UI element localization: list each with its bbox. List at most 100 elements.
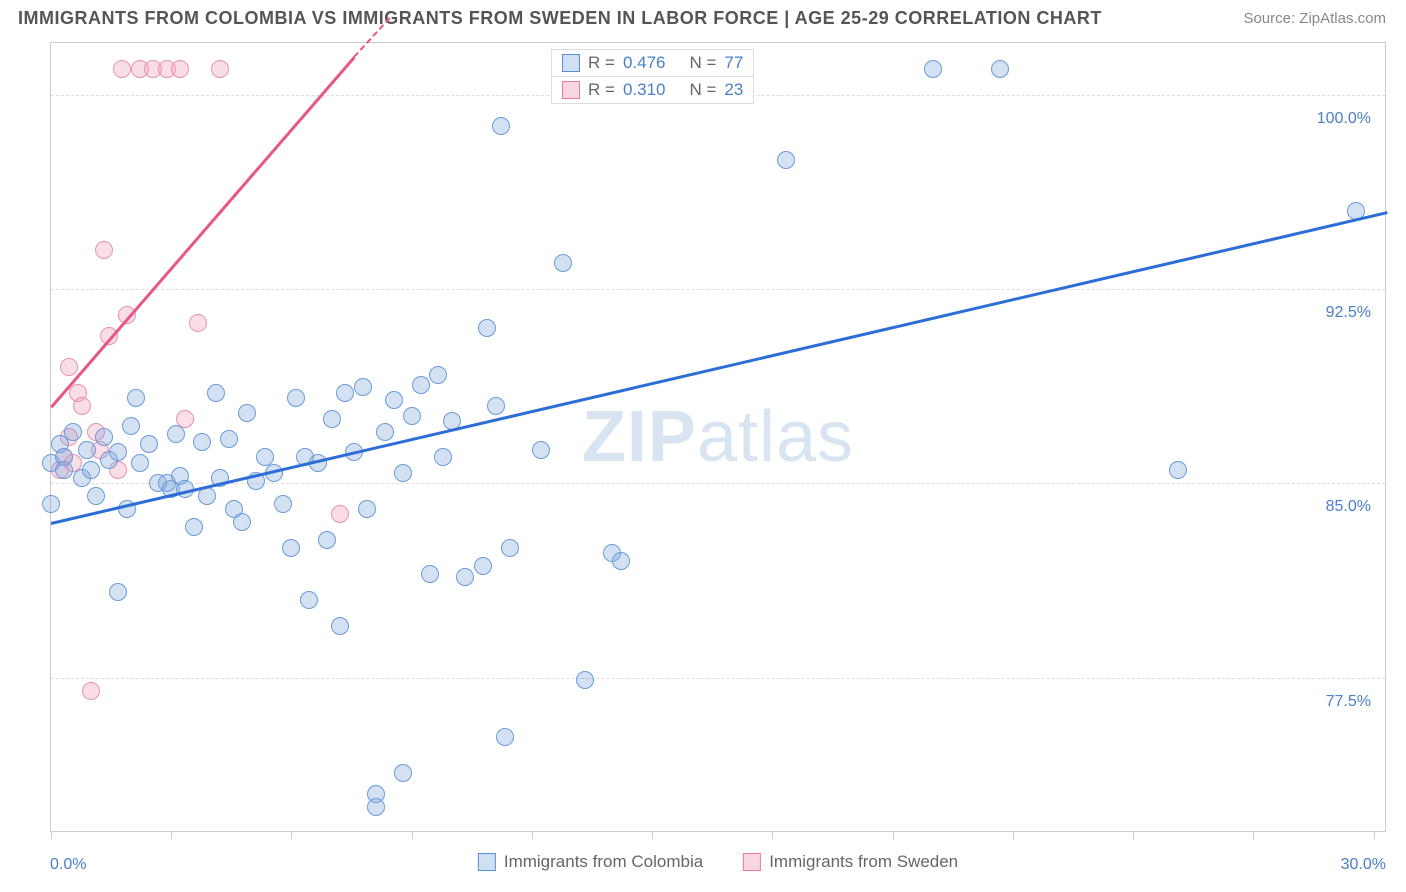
data-point — [394, 464, 412, 482]
swatch-blue-icon — [478, 853, 496, 871]
x-axis-max: 30.0% — [1341, 856, 1386, 874]
data-point — [474, 557, 492, 575]
data-point — [193, 433, 211, 451]
grid-line — [51, 289, 1385, 290]
data-point — [233, 513, 251, 531]
data-point — [318, 531, 336, 549]
legend-item-sweden: Immigrants from Sweden — [743, 852, 958, 872]
data-point — [189, 314, 207, 332]
data-point — [478, 319, 496, 337]
data-point — [554, 254, 572, 272]
data-point — [171, 60, 189, 78]
data-point — [220, 430, 238, 448]
data-point — [429, 366, 447, 384]
data-point — [109, 443, 127, 461]
data-point — [394, 764, 412, 782]
legend-label: Immigrants from Colombia — [504, 852, 703, 872]
n-label: N = — [689, 80, 716, 100]
x-axis-min: 0.0% — [50, 856, 86, 874]
r-label: R = — [588, 53, 615, 73]
legend-label: Immigrants from Sweden — [769, 852, 958, 872]
source-attribution: Source: ZipAtlas.com — [1243, 10, 1386, 27]
swatch-pink-icon — [743, 853, 761, 871]
data-point — [612, 552, 630, 570]
watermark: ZIPatlas — [582, 396, 854, 478]
data-point — [211, 60, 229, 78]
data-point — [140, 435, 158, 453]
data-point — [385, 391, 403, 409]
data-point — [492, 117, 510, 135]
watermark-atlas: atlas — [697, 397, 854, 477]
x-axis: 0.0% 30.0% Immigrants from Colombia Immi… — [50, 838, 1386, 888]
data-point — [412, 376, 430, 394]
y-tick-label: 92.5% — [1326, 304, 1371, 322]
n-label: N = — [689, 53, 716, 73]
data-point — [73, 397, 91, 415]
data-point — [55, 461, 73, 479]
grid-line — [51, 678, 1385, 679]
data-point — [95, 428, 113, 446]
series-legend: Immigrants from Colombia Immigrants from… — [478, 852, 958, 872]
r-label: R = — [588, 80, 615, 100]
data-point — [122, 417, 140, 435]
data-point — [131, 454, 149, 472]
data-point — [331, 505, 349, 523]
data-point — [576, 671, 594, 689]
r-value: 0.476 — [623, 53, 666, 73]
data-point — [358, 500, 376, 518]
swatch-blue-icon — [562, 54, 580, 72]
data-point — [532, 441, 550, 459]
data-point — [924, 60, 942, 78]
trend-line — [50, 56, 355, 407]
data-point — [991, 60, 1009, 78]
correlation-legend: R = 0.476 N = 77 R = 0.310 N = 23 — [551, 49, 754, 104]
data-point — [127, 389, 145, 407]
data-point — [323, 410, 341, 428]
data-point — [403, 407, 421, 425]
data-point — [109, 583, 127, 601]
data-point — [487, 397, 505, 415]
data-point — [287, 389, 305, 407]
data-point — [1169, 461, 1187, 479]
data-point — [78, 441, 96, 459]
data-point — [64, 423, 82, 441]
data-point — [300, 591, 318, 609]
data-point — [331, 617, 349, 635]
data-point — [367, 798, 385, 816]
y-tick-label: 85.0% — [1326, 498, 1371, 516]
chart-header: IMMIGRANTS FROM COLOMBIA VS IMMIGRANTS F… — [0, 0, 1406, 37]
data-point — [42, 495, 60, 513]
legend-item-colombia: Immigrants from Colombia — [478, 852, 703, 872]
data-point — [434, 448, 452, 466]
data-point — [777, 151, 795, 169]
data-point — [282, 539, 300, 557]
data-point — [456, 568, 474, 586]
r-value: 0.310 — [623, 80, 666, 100]
data-point — [421, 565, 439, 583]
chart-title: IMMIGRANTS FROM COLOMBIA VS IMMIGRANTS F… — [18, 8, 1102, 29]
y-tick-label: 77.5% — [1326, 693, 1371, 711]
data-point — [167, 425, 185, 443]
data-point — [501, 539, 519, 557]
data-point — [274, 495, 292, 513]
data-point — [95, 241, 113, 259]
n-value: 77 — [724, 53, 743, 73]
data-point — [60, 358, 78, 376]
watermark-zip: ZIP — [582, 397, 697, 477]
swatch-pink-icon — [562, 81, 580, 99]
data-point — [376, 423, 394, 441]
data-point — [82, 682, 100, 700]
data-point — [207, 384, 225, 402]
trend-line — [51, 211, 1388, 524]
data-point — [82, 461, 100, 479]
scatter-plot-area: ZIPatlas R = 0.476 N = 77 R = 0.310 N = … — [50, 42, 1386, 832]
legend-row-colombia: R = 0.476 N = 77 — [551, 49, 754, 77]
data-point — [496, 728, 514, 746]
data-point — [238, 404, 256, 422]
n-value: 23 — [724, 80, 743, 100]
data-point — [113, 60, 131, 78]
data-point — [336, 384, 354, 402]
data-point — [87, 487, 105, 505]
data-point — [354, 378, 372, 396]
data-point — [185, 518, 203, 536]
